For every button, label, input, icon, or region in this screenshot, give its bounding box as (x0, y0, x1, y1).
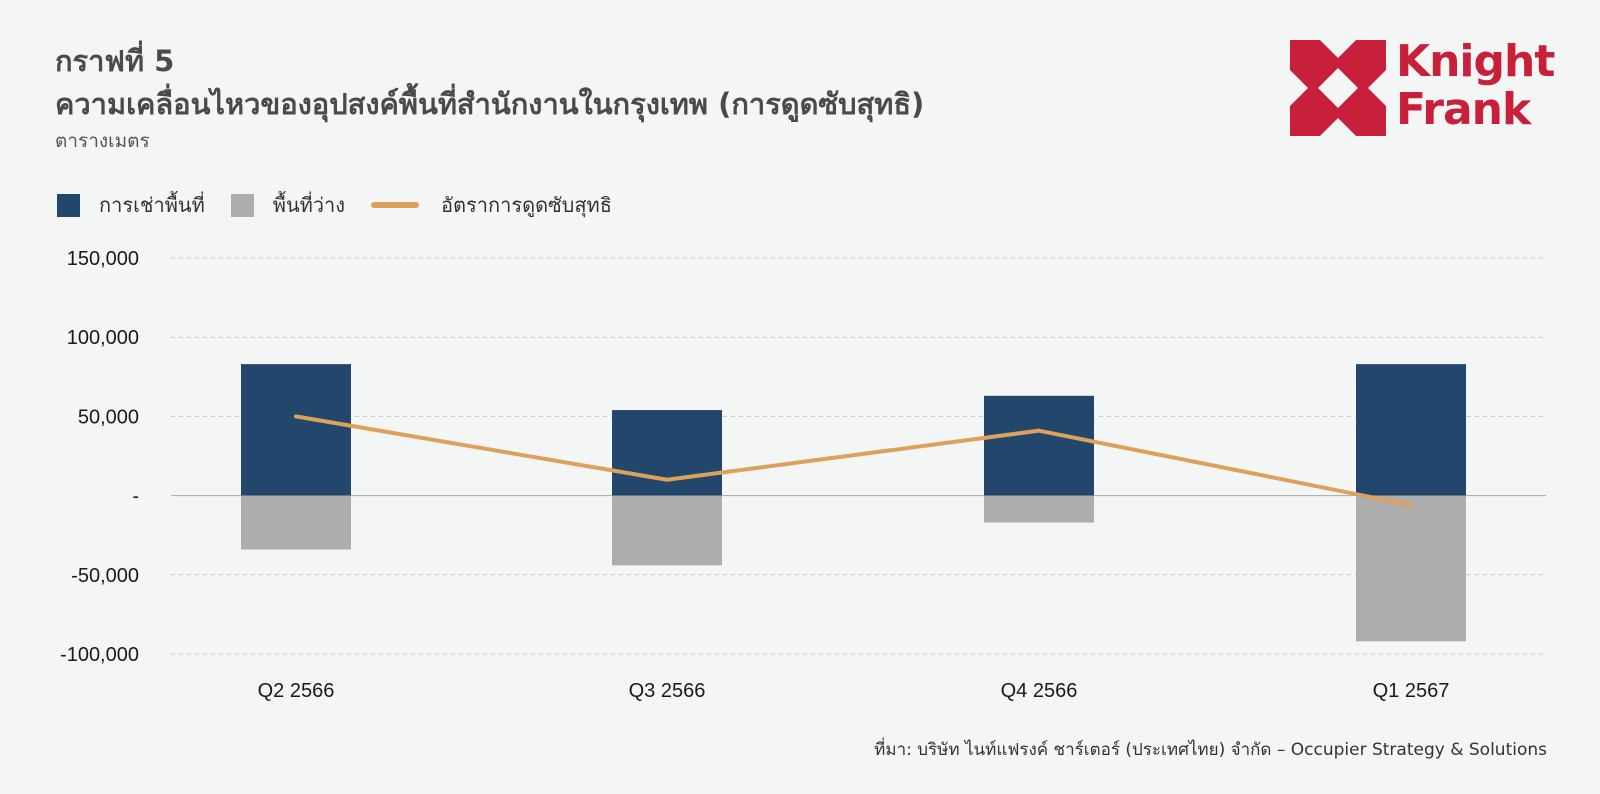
legend-item-vacant: พื้นที่ว่าง (230, 189, 346, 221)
unit-label: ตารางเมตร (55, 130, 150, 152)
bar-vacant (241, 495, 351, 550)
net-absorption-line (294, 414, 1413, 508)
chart-legend: การเช่าพื้นที่ พื้นที่ว่าง อัตราการดูดซั… (57, 190, 638, 220)
legend-item-leasing: การเช่าพื้นที่ (57, 189, 205, 221)
y-tick-label: 150,000 (67, 248, 139, 270)
legend-swatch-vacant (230, 193, 254, 217)
net-absorption-point (1409, 503, 1413, 507)
bar-leasing (984, 395, 1094, 496)
chart-title: ความเคลื่อนไหวของอุปสงค์พื้นที่สำนักงานใ… (55, 87, 925, 121)
legend-label-leasing: การเช่าพื้นที่ (99, 193, 205, 217)
bar-vacant (984, 495, 1094, 523)
net-absorption-point (665, 478, 669, 482)
y-tick-label: - (132, 486, 139, 508)
bar-vacant (1356, 495, 1466, 642)
bar-leasing (612, 410, 722, 496)
y-tick-label: -50,000 (71, 565, 139, 587)
logo-line-2: Frank (1396, 84, 1531, 135)
logo-line-1: Knight (1396, 36, 1555, 87)
legend-item-net-absorption: อัตราการดูดซับสุทธิ (371, 189, 612, 221)
legend-label-vacant: พื้นที่ว่าง (272, 193, 346, 217)
bar-vacant (612, 495, 722, 566)
x-tick-label: Q3 2566 (629, 680, 706, 702)
net-absorption-point (1037, 429, 1041, 433)
legend-label-net-absorption: อัตราการดูดซับสุทธิ (441, 193, 612, 217)
bar-leasing (1356, 364, 1466, 496)
net-absorption-point (294, 414, 298, 418)
legend-swatch-leasing (57, 193, 80, 217)
logo-mark-icon (1290, 40, 1386, 136)
y-tick-label: -100,000 (60, 644, 139, 666)
figure-label: กราฟที่ 5 (55, 44, 175, 78)
x-tick-label: Q2 2566 (258, 680, 335, 702)
chart-header: กราฟที่ 5 ความเคลื่อนไหวของอุปสงค์พื้นที… (55, 42, 924, 154)
bar-leasing (241, 364, 351, 496)
x-tick-label: Q1 2567 (1373, 680, 1450, 702)
y-tick-label: 100,000 (67, 327, 139, 349)
logo-text: Knight Frank (1396, 36, 1555, 135)
knight-frank-logo: Knight Frank (1290, 38, 1555, 136)
x-tick-label: Q4 2566 (1001, 680, 1078, 702)
y-tick-label: 50,000 (78, 406, 139, 428)
legend-swatch-net-absorption (371, 202, 420, 208)
source-note: ที่มา: บริษัท ไนท์แฟรงค์ ชาร์เตอร์ (ประเ… (874, 740, 1547, 760)
bar-line-chart: 150,000 100,000 50,000 - -50,000 -100,000 Q2 2… (60, 248, 1546, 702)
